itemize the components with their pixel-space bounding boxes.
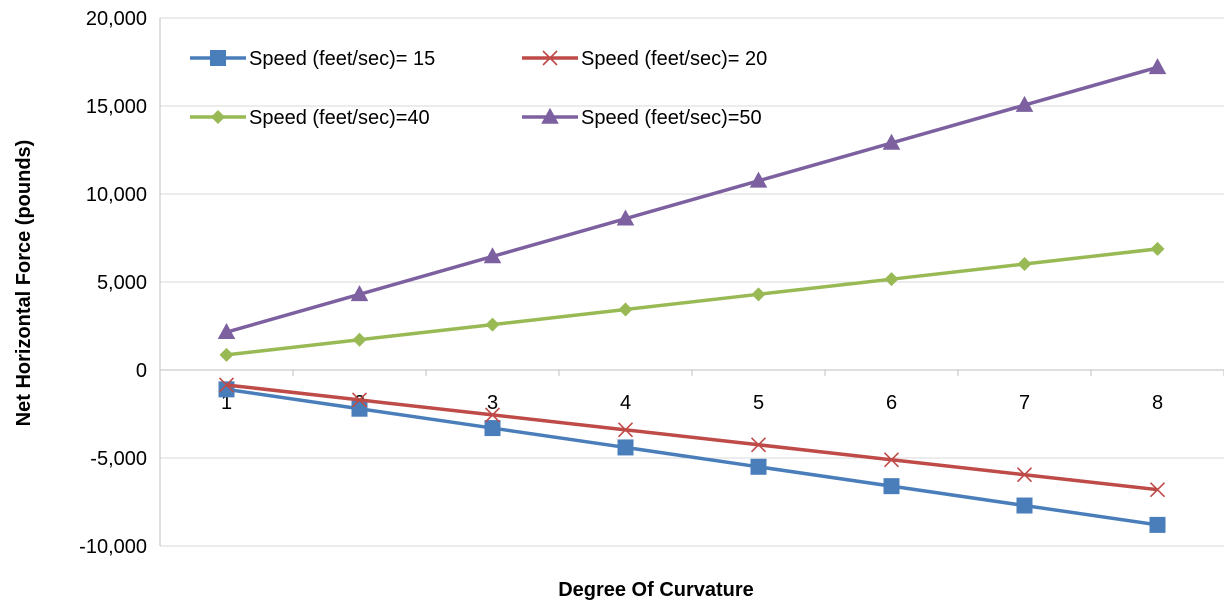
data-point xyxy=(1016,497,1033,514)
series-line xyxy=(226,65,1158,334)
legend-item: Speed (feet/sec)=50 xyxy=(522,107,762,129)
x-tick-label: 1 xyxy=(221,392,232,414)
series-3 xyxy=(219,241,1165,362)
grid-lines xyxy=(160,17,1224,547)
data-point xyxy=(219,347,234,362)
data-point xyxy=(618,302,633,317)
legend-item: Speed (feet/sec)= 20 xyxy=(522,48,767,70)
x-tick-label: 6 xyxy=(886,392,897,414)
axes xyxy=(159,18,1224,546)
legend-item: Speed (feet/sec)=40 xyxy=(190,107,430,129)
data-point xyxy=(750,437,767,453)
legend-label: Speed (feet/sec)= 20 xyxy=(581,48,767,70)
data-point xyxy=(218,381,235,398)
data-point xyxy=(884,272,899,287)
data-point xyxy=(750,458,767,475)
data-point xyxy=(542,50,558,66)
data-point xyxy=(749,171,768,188)
data-point xyxy=(1017,257,1032,272)
y-tick-label: 10,000 xyxy=(86,184,147,206)
data-point xyxy=(350,285,369,302)
data-point xyxy=(484,407,501,423)
data-point xyxy=(1150,241,1165,256)
data-point xyxy=(616,209,635,226)
series-line xyxy=(226,247,1158,357)
y-tick-label: 15,000 xyxy=(86,96,147,118)
data-point xyxy=(351,392,368,408)
data-point xyxy=(1149,516,1166,533)
data-point xyxy=(882,133,901,150)
y-tick-labels: -10,000 -5,000 0 5,000 10,000 15,000 20,000 xyxy=(79,8,147,558)
data-point xyxy=(483,247,502,264)
y-tick-label: 0 xyxy=(136,360,147,382)
data-point xyxy=(485,317,500,332)
y-tick-label: 20,000 xyxy=(86,8,147,30)
data-point xyxy=(883,478,900,495)
data-point xyxy=(541,107,559,124)
series-line xyxy=(226,383,1158,492)
y-tick-label: -5,000 xyxy=(90,448,147,470)
series-line xyxy=(226,387,1158,527)
data-point xyxy=(211,110,225,124)
data-point xyxy=(352,332,367,347)
data-point xyxy=(1016,467,1033,483)
legend-label: Speed (feet/sec)=40 xyxy=(249,107,430,129)
x-tick-label: 3 xyxy=(487,392,498,414)
data-point xyxy=(217,322,236,339)
data-point xyxy=(1148,58,1167,75)
series-2 xyxy=(218,377,1166,498)
x-tick-label: 4 xyxy=(620,392,631,414)
data-point xyxy=(210,50,226,66)
data-point xyxy=(883,452,900,468)
data-point xyxy=(751,287,766,302)
data-point xyxy=(1149,482,1166,498)
y-tick-label: 5,000 xyxy=(97,272,147,294)
series-4 xyxy=(217,58,1167,339)
data-point xyxy=(617,422,634,438)
x-axis-title: Degree Of Curvature xyxy=(558,579,754,601)
legend-label: Speed (feet/sec)=50 xyxy=(581,107,762,129)
data-point xyxy=(1015,95,1034,112)
data-point xyxy=(351,400,368,417)
series-lines xyxy=(217,58,1167,533)
legend: Speed (feet/sec)= 15 Speed (feet/sec)= 20… xyxy=(190,48,767,129)
data-point xyxy=(617,439,634,456)
legend-item: Speed (feet/sec)= 15 xyxy=(190,48,435,70)
x-tick-label: 8 xyxy=(1152,392,1163,414)
x-tick-label: 7 xyxy=(1019,392,1030,414)
y-tick-label: -10,000 xyxy=(79,536,147,558)
y-axis-title: Net Horizontal Force (pounds) xyxy=(13,140,35,427)
data-point xyxy=(484,420,501,437)
data-point xyxy=(218,377,235,393)
x-tick-label: 5 xyxy=(753,392,764,414)
legend-label: Speed (feet/sec)= 15 xyxy=(249,48,435,70)
